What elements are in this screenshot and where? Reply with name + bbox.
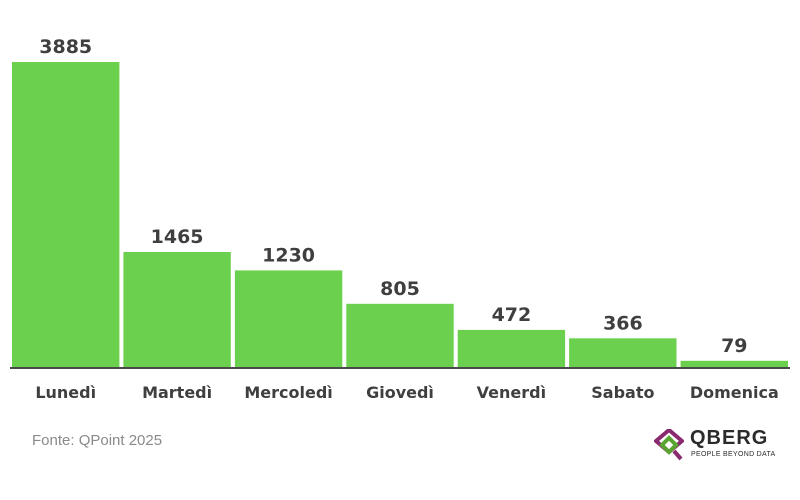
- logo-wordmark: QBERG: [690, 427, 769, 449]
- category-label-1: Martedì: [142, 383, 212, 402]
- value-label-4: 472: [492, 304, 532, 326]
- category-label-6: Domenica: [690, 383, 779, 402]
- value-label-2: 1230: [262, 244, 315, 266]
- bar-4: [457, 329, 566, 367]
- bar-0: [12, 62, 120, 367]
- value-label-6: 79: [721, 335, 747, 357]
- category-label-0: Lunedì: [35, 383, 96, 402]
- labels-layer: 3885 Lunedì 1465 Martedì 1230 Mercoledì 805 Gio…: [35, 36, 778, 402]
- bar-6: [680, 360, 788, 367]
- bar-1: [123, 252, 231, 367]
- category-label-4: Venerdì: [477, 383, 546, 402]
- bar-2: [234, 270, 343, 367]
- value-label-5: 366: [603, 312, 643, 334]
- qberg-logo-mark-icon: [654, 429, 684, 461]
- qberg-logo: QBERG PEOPLE BEYOND DATA: [654, 427, 784, 463]
- category-label-2: Mercoledì: [244, 383, 332, 402]
- bar-3: [346, 303, 454, 367]
- logo-tagline: PEOPLE BEYOND DATA: [691, 451, 776, 458]
- bar-5: [569, 338, 677, 367]
- value-label-3: 805: [380, 278, 420, 300]
- bars-layer: [12, 62, 788, 367]
- category-label-5: Sabato: [591, 383, 654, 402]
- source-note: Fonte: QPoint 2025: [32, 432, 163, 449]
- value-label-0: 3885: [39, 36, 92, 58]
- category-label-3: Giovedì: [366, 383, 434, 402]
- value-label-1: 1465: [151, 226, 204, 248]
